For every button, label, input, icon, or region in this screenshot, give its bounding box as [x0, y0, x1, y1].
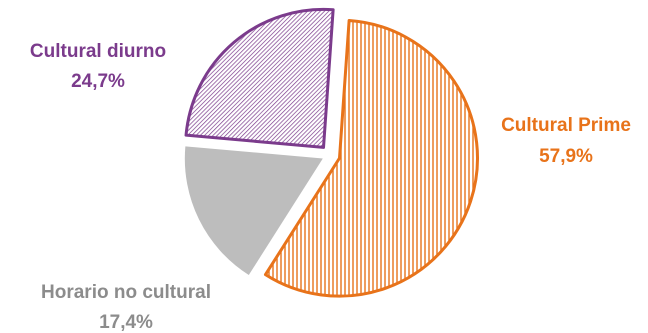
label-horario-no-cultural: Horario no cultural: [41, 282, 211, 303]
value-cultural-prime: 57,9%: [539, 146, 593, 167]
label-cultural-diurno: Cultural diurno: [30, 41, 166, 62]
value-horario-no-cultural: 17,4%: [99, 312, 153, 333]
value-cultural-diurno: 24,7%: [71, 71, 125, 92]
slice-cultural-diurno: [184, 7, 335, 149]
label-cultural-prime: Cultural Prime: [501, 115, 631, 136]
slice-cultural-prime: [263, 18, 479, 298]
slice-horario-no-cultural: [184, 146, 323, 276]
